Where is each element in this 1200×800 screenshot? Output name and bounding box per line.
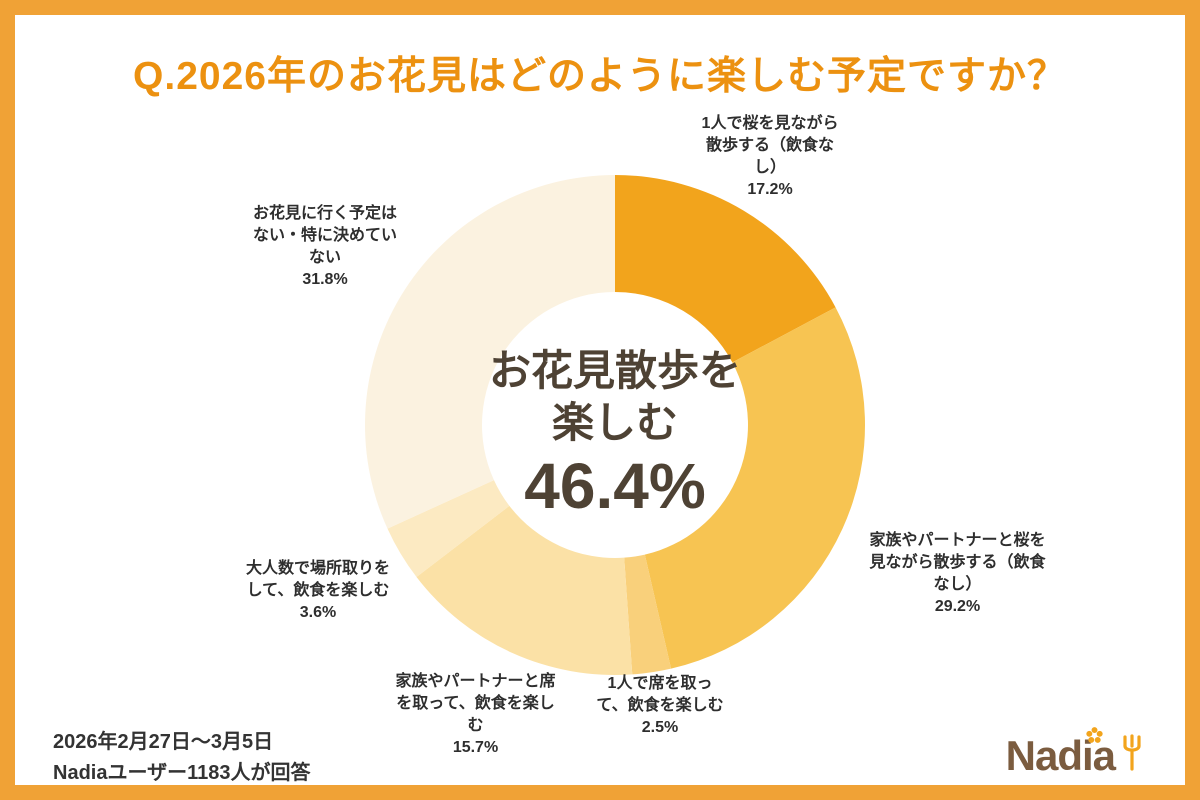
segment-label-solo-walk: 1人で桜を見ながら散歩する（飲食なし） 17.2% [695, 113, 845, 201]
center-label-line2: 楽しむ [551, 399, 678, 446]
donut-svg [364, 175, 865, 675]
fork-icon [1121, 733, 1143, 777]
donut-segment-3 [416, 505, 633, 675]
segment-label-text: 1人で席を取って、飲食を楽しむ [596, 675, 724, 714]
donut-center-label: お花見散歩を 楽しむ 46.4% [405, 345, 825, 523]
segment-label-text: お花見に行く予定はない・特に決めていない [252, 205, 397, 266]
segment-label-value: 31.8% [302, 271, 348, 288]
segment-label-text: 1人で桜を見ながら散歩する（飲食なし） [701, 115, 839, 176]
respondent-count: Nadiaユーザー1183人が回答 [53, 762, 311, 784]
chart-title: Q.2026年のお花見はどのように楽しむ予定ですか？ [133, 55, 1067, 98]
donut-chart [360, 170, 870, 680]
center-label-line1: お花見散歩を [488, 347, 741, 394]
segment-label-text: 大人数で場所取りをして、飲食を楽しむ [245, 560, 390, 599]
segment-label-value: 17.2% [747, 181, 793, 198]
survey-meta: 2026年2月27日〜3月5日 Nadiaユーザー1183人が回答 [53, 727, 311, 785]
segment-label-family-picnic: 家族やパートナーと席を取って、飲食を楽しむ 15.7% [393, 671, 558, 759]
nadia-logo: Nadia [1006, 727, 1143, 779]
flower-icon [1085, 727, 1103, 749]
segment-label-solo-picnic: 1人で席を取って、飲食を楽しむ 2.5% [595, 673, 725, 739]
segment-label-value: 2.5% [641, 719, 679, 736]
segment-label-text: 家族やパートナーと桜を見ながら散歩する（飲食なし） [869, 532, 1046, 593]
donut-segment-5 [364, 175, 615, 529]
segment-label-value: 3.6% [299, 604, 337, 621]
segment-label-no-plan: お花見に行く予定はない・特に決めていない 31.8% [250, 203, 400, 291]
segment-label-value: 15.7% [452, 739, 499, 756]
donut-segment-1 [644, 307, 865, 669]
segment-label-value: 29.2% [934, 598, 981, 615]
donut-segment-2 [624, 554, 672, 675]
donut-segment-0 [615, 175, 836, 363]
segment-label-family-walk: 家族やパートナーと桜を見ながら散歩する（飲食なし） 29.2% [865, 530, 1050, 618]
segment-label-text: 家族やパートナーと席を取って、飲食を楽しむ [395, 673, 556, 734]
survey-period: 2026年2月27日〜3月5日 [53, 731, 274, 753]
donut-segment-4 [387, 480, 510, 577]
segment-label-group-picnic: 大人数で場所取りをして、飲食を楽しむ 3.6% [243, 558, 393, 624]
center-value: 46.4% [524, 450, 706, 522]
